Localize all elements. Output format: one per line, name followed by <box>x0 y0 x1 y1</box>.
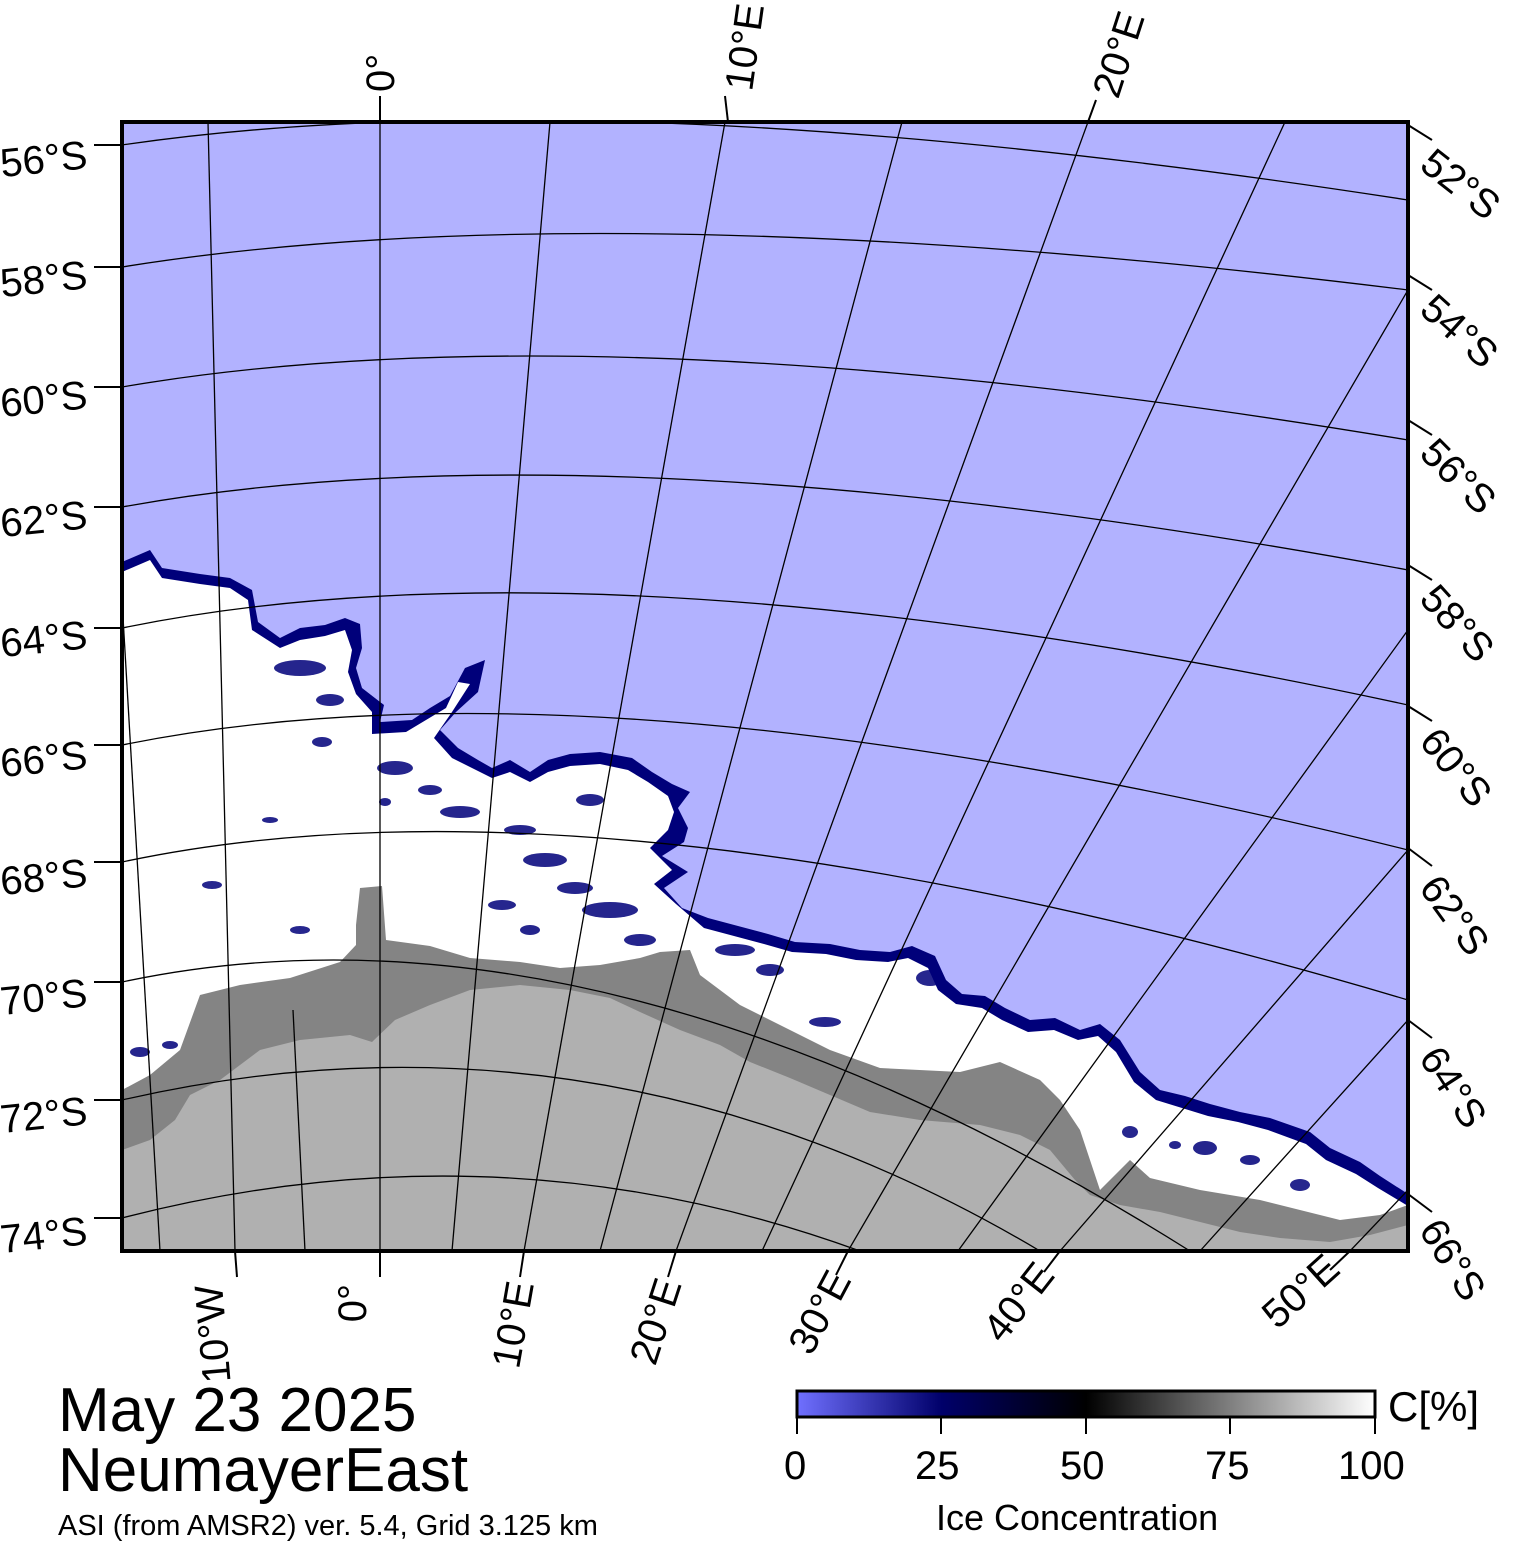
colorbar <box>795 1389 1377 1419</box>
meridian-50e <box>1349 1189 1408 1251</box>
meridian-5w <box>292 1009 306 1251</box>
colorbar-title: Ice Concentration <box>936 1497 1219 1538</box>
map-frame <box>120 120 1410 1253</box>
meridian-10w <box>207 122 236 1251</box>
lat-label-60s: 60°S <box>0 373 89 426</box>
lon-labels-top: 0° 10°E 20°E <box>359 1 1153 103</box>
lat-label-62s-right: 62°S <box>1411 867 1498 963</box>
lat-label-72s: 72°S <box>0 1089 89 1142</box>
product-info: ASI (from AMSR2) ver. 5.4, Grid 3.125 km <box>58 1510 598 1542</box>
region-name: NeumayerEast <box>58 1436 469 1505</box>
colorbar-ticks <box>796 1417 1376 1434</box>
low-concentration-patches <box>130 660 1310 1191</box>
meridian-45e <box>1199 1019 1408 1251</box>
parallel-64s <box>122 592 1408 706</box>
meridian-20w <box>122 599 161 1251</box>
parallel-70s <box>122 959 1191 1251</box>
lon-label-20e-bottom: 20°E <box>622 1273 691 1370</box>
meridian-5e <box>451 122 551 1251</box>
lat-label-66s-right: 66°S <box>1410 1211 1494 1308</box>
meridian-10e <box>523 122 726 1251</box>
tick-marks <box>94 95 1433 1278</box>
lat-label-64s: 64°S <box>0 613 89 666</box>
meridian-25e <box>761 122 1286 1251</box>
map-date: May 23 2025 <box>58 1376 417 1445</box>
colorbar-unit: C[%] <box>1388 1383 1480 1430</box>
lat-label-70s: 70°S <box>0 971 89 1024</box>
lat-label-62s: 62°S <box>0 493 89 546</box>
parallel-66s <box>122 712 1408 851</box>
lon-label-0-top: 0° <box>359 54 403 92</box>
lon-label-10w-bottom: 10°W <box>187 1283 239 1385</box>
lat-label-54s-right: 54°S <box>1412 286 1506 377</box>
land <box>122 985 1408 1251</box>
colorbar-tick-0: 0 <box>784 1444 807 1488</box>
meridian-40e <box>1059 849 1408 1251</box>
meridian-20e <box>675 122 1089 1251</box>
lon-label-30e-bottom: 30°E <box>780 1264 860 1362</box>
lat-label-64s-right: 64°S <box>1410 1039 1494 1136</box>
colorbar-tick-75: 75 <box>1205 1444 1250 1488</box>
lon-label-10e-bottom: 10°E <box>484 1278 542 1371</box>
lat-label-56s-right: 56°S <box>1412 430 1505 523</box>
graticule <box>122 122 1408 1251</box>
lon-label-0-bottom: 0° <box>331 1284 375 1322</box>
lat-label-60s-right: 60°S <box>1411 720 1500 815</box>
lat-label-58s-right: 58°S <box>1411 577 1502 671</box>
parallel-58s <box>122 232 1408 291</box>
lat-labels-left: 56°S 58°S 60°S 62°S 64°S 66°S 68°S 70°S … <box>0 133 89 1262</box>
lat-label-66s: 66°S <box>0 733 89 786</box>
lat-label-52s-right: 52°S <box>1412 140 1508 228</box>
parallel-68s <box>122 830 1408 1001</box>
meridian-30e <box>847 289 1408 1251</box>
lat-label-74s: 74°S <box>0 1209 89 1262</box>
parallel-74s <box>122 1175 861 1251</box>
colorbar-tick-50: 50 <box>1060 1444 1105 1488</box>
lat-label-56s: 56°S <box>0 133 89 186</box>
parallel-72s <box>122 1066 1041 1251</box>
lon-label-40e-bottom: 40°E <box>975 1254 1063 1350</box>
lat-label-58s: 58°S <box>0 253 89 306</box>
meridian-35e <box>957 629 1408 1251</box>
meridian-15e <box>599 122 903 1251</box>
colorbar-tick-100: 100 <box>1338 1444 1405 1488</box>
lon-label-10e-top: 10°E <box>717 1 773 93</box>
lat-label-68s: 68°S <box>0 851 89 904</box>
lon-label-50e-bottom: 50°E <box>1254 1246 1348 1337</box>
parallel-62s <box>122 474 1408 571</box>
colorbar-tick-25: 25 <box>915 1444 960 1488</box>
lon-labels-bottom: 10°W 0° 10°E 20°E 30°E 40°E 50°E <box>187 1246 1348 1385</box>
lat-labels-right: 52°S 54°S 56°S 58°S 60°S 62°S 64°S 66°S <box>1410 140 1508 1308</box>
lon-label-20e-top: 20°E <box>1085 6 1154 103</box>
